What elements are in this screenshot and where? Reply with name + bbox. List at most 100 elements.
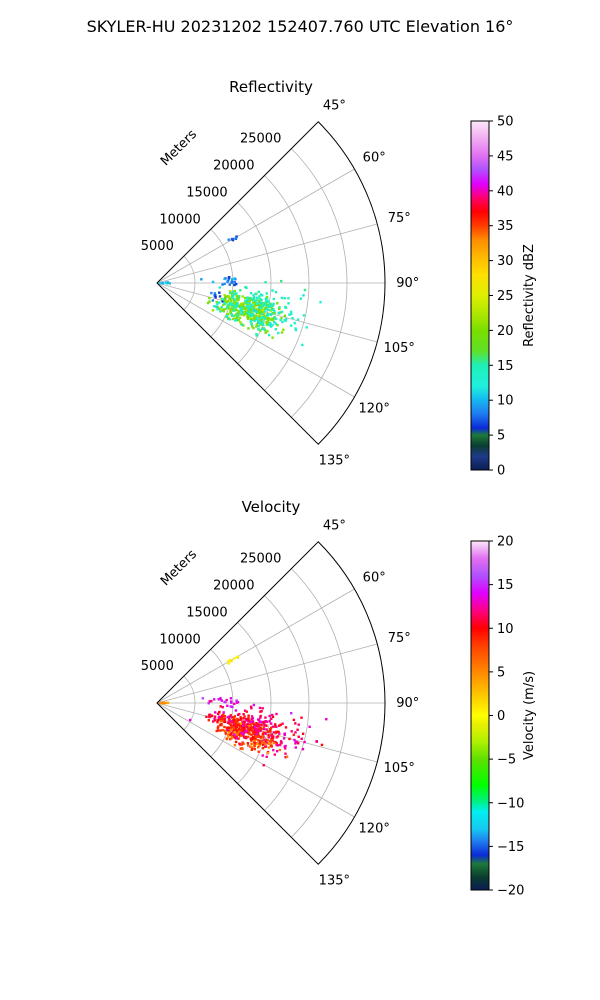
data-gate	[260, 304, 264, 308]
data-gate	[222, 711, 225, 714]
data-gate	[220, 699, 223, 702]
data-gate	[249, 319, 252, 323]
data-gate	[264, 716, 267, 719]
data-gate	[230, 278, 234, 281]
data-gate	[255, 310, 258, 313]
data-gate	[235, 699, 238, 702]
data-gate	[208, 700, 211, 703]
data-gate	[236, 296, 239, 299]
data-gate	[235, 735, 238, 738]
data-gate	[236, 733, 239, 737]
data-gate	[290, 312, 293, 316]
data-gate	[219, 723, 222, 726]
data-gate	[233, 277, 236, 280]
data-gate	[261, 743, 265, 746]
data-gate	[257, 290, 260, 293]
data-gate	[231, 304, 234, 307]
data-gate	[290, 712, 293, 715]
data-gate	[220, 306, 223, 309]
data-gate	[294, 740, 297, 744]
data-gate	[217, 725, 220, 728]
data-gate	[251, 730, 255, 734]
data-gate	[224, 732, 227, 735]
data-gate	[279, 318, 282, 322]
data-gate	[243, 715, 246, 718]
data-gate	[230, 732, 233, 735]
data-gate	[262, 302, 265, 306]
data-gate	[228, 733, 232, 737]
data-gate	[259, 307, 262, 310]
data-gate	[223, 725, 226, 729]
data-gate	[166, 701, 169, 705]
data-gate	[246, 296, 249, 299]
theta-tick-label: 135°	[319, 453, 350, 468]
data-gate	[251, 325, 254, 328]
data-gate	[273, 311, 276, 315]
data-gate	[267, 746, 270, 749]
data-gate	[250, 739, 253, 742]
polar-frame	[156, 121, 386, 445]
angular-gridline	[156, 282, 355, 398]
data-gate	[222, 719, 225, 722]
data-gate	[232, 294, 235, 297]
data-gate	[265, 755, 268, 758]
data-gate	[230, 725, 234, 728]
data-gate	[301, 343, 304, 347]
data-gate	[225, 737, 228, 741]
colorbar-tick-label: 10	[497, 394, 514, 409]
data-gate	[262, 304, 265, 307]
data-gate	[250, 323, 253, 326]
data-gate	[228, 302, 232, 305]
data-gate	[283, 297, 286, 300]
data-gate	[235, 655, 239, 658]
data-gate	[271, 308, 274, 311]
data-gate	[217, 716, 221, 719]
radial-tick-label: 5000	[141, 239, 174, 254]
data-gate	[249, 705, 253, 708]
data-gate	[245, 301, 248, 304]
radial-tick-label: 15000	[186, 605, 227, 620]
data-gate	[276, 302, 279, 305]
data-gate	[254, 727, 258, 731]
data-gate	[272, 748, 275, 752]
data-gate	[253, 741, 256, 744]
theta-tick-label: 45°	[323, 519, 346, 534]
data-gate	[238, 712, 241, 716]
data-gate	[238, 729, 241, 732]
data-gate	[224, 307, 227, 311]
data-gate	[296, 740, 299, 744]
data-gate	[237, 730, 241, 733]
data-gate	[238, 295, 241, 298]
data-gate	[258, 295, 261, 298]
colorbar-tick-label: 5	[497, 429, 505, 444]
data-gate	[218, 295, 222, 298]
data-gate	[269, 740, 272, 743]
data-points	[158, 235, 322, 347]
data-gate	[236, 301, 239, 305]
data-gate	[227, 729, 230, 733]
data-gate	[225, 698, 228, 702]
radial-tick-label: 10000	[159, 632, 200, 647]
colorbar-tick-label: 20	[497, 324, 514, 339]
colorbar-tick-label: 10	[497, 622, 514, 637]
data-gate	[247, 302, 250, 306]
data-gate	[246, 306, 250, 309]
data-gate	[230, 313, 233, 316]
radial-tick-label: 20000	[213, 579, 254, 594]
data-gate	[218, 710, 221, 714]
data-gate	[277, 331, 280, 335]
data-gate	[262, 312, 266, 315]
data-gate	[257, 320, 261, 323]
data-gate	[220, 308, 223, 311]
data-gate	[223, 720, 227, 724]
data-gate	[284, 756, 287, 759]
data-gate	[237, 304, 240, 308]
data-gate	[250, 727, 254, 731]
data-gate	[259, 316, 262, 320]
data-gate	[223, 282, 226, 286]
data-gate	[276, 750, 279, 753]
data-gate	[266, 730, 270, 734]
data-gate	[251, 318, 254, 321]
data-gate	[268, 302, 271, 305]
data-gate	[294, 746, 297, 749]
